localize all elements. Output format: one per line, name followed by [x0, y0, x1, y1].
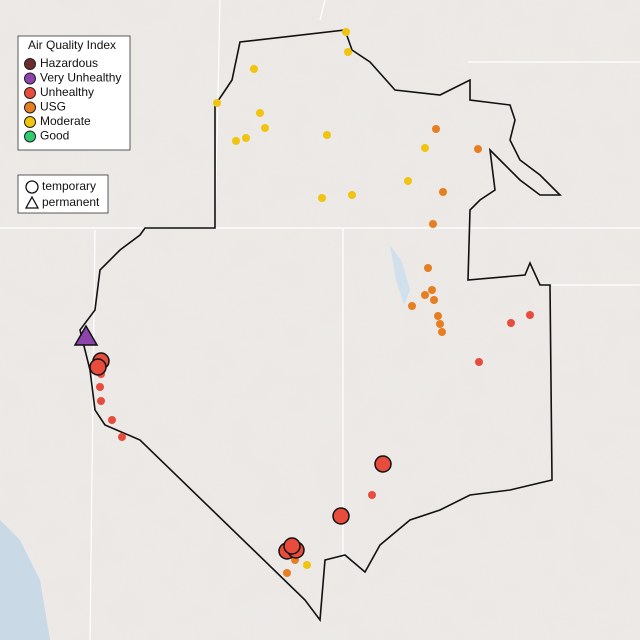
border [89, 0, 640, 640]
monitor-temporary [475, 358, 483, 366]
monitor-temporary [283, 537, 301, 555]
region-outline [79, 29, 562, 623]
monitor-temporary [474, 145, 482, 153]
monitor-temporary [323, 131, 331, 139]
legend-label: Unhealthy [40, 85, 94, 99]
legend-label: Moderate [40, 114, 91, 128]
monitor-temporary [118, 433, 126, 441]
legend-label: temporary [42, 179, 96, 193]
monitor-temporary [318, 194, 326, 202]
monitor-temporary [430, 296, 438, 304]
monitor-temporary [368, 491, 376, 499]
legend-swatch [24, 116, 36, 128]
monitor-temporary [96, 383, 104, 391]
monitor-temporary [526, 311, 534, 319]
monitor-temporary [283, 569, 291, 577]
monitor-temporary [408, 302, 416, 310]
monitor-temporary [108, 416, 116, 424]
monitor-temporary [342, 28, 350, 36]
monitor-temporary [89, 358, 107, 376]
legend-label: USG [40, 100, 66, 114]
monitor-temporary [507, 319, 515, 327]
monitor-temporary [261, 124, 269, 132]
legend-swatch [24, 58, 36, 70]
monitor-temporary [434, 312, 442, 320]
legend-title: Air Quality Index [28, 38, 116, 52]
legend-label: Hazardous [40, 56, 98, 70]
legend-label: permanent [42, 195, 100, 209]
monitor-temporary [438, 328, 446, 336]
monitor-temporary [424, 264, 432, 272]
monitor-temporary [429, 220, 437, 228]
monitor-temporary [344, 48, 352, 56]
monitor-temporary [303, 561, 311, 569]
monitor-temporary [213, 99, 221, 107]
temporary-symbol [25, 180, 39, 194]
monitor-temporary [432, 125, 440, 133]
monitor-temporary [374, 455, 392, 473]
permanent-symbol [24, 195, 40, 209]
monitor-temporary [421, 144, 429, 152]
legend-label: Good [40, 129, 69, 143]
monitor-temporary [439, 188, 447, 196]
monitors [73, 28, 534, 577]
monitor-temporary [332, 507, 350, 525]
monitor-temporary [250, 65, 258, 73]
lake [390, 245, 410, 305]
monitor-temporary [428, 286, 436, 294]
monitor-temporary [421, 291, 429, 299]
monitor-temporary [404, 177, 412, 185]
legend-label: Very Unhealthy [40, 71, 121, 85]
monitor-temporary [256, 109, 264, 117]
legend-box [17, 35, 131, 151]
legend-swatch [24, 72, 36, 85]
legend-swatch [24, 101, 36, 114]
monitor-temporary [232, 137, 240, 145]
monitor-temporary [348, 191, 356, 199]
monitor-temporary [436, 320, 444, 328]
monitor-temporary [97, 397, 105, 405]
monitor-temporary [242, 134, 250, 142]
legend-swatch [24, 87, 36, 99]
monitor-permanent [73, 324, 99, 346]
legend-swatch [24, 130, 36, 143]
ocean [0, 520, 50, 640]
